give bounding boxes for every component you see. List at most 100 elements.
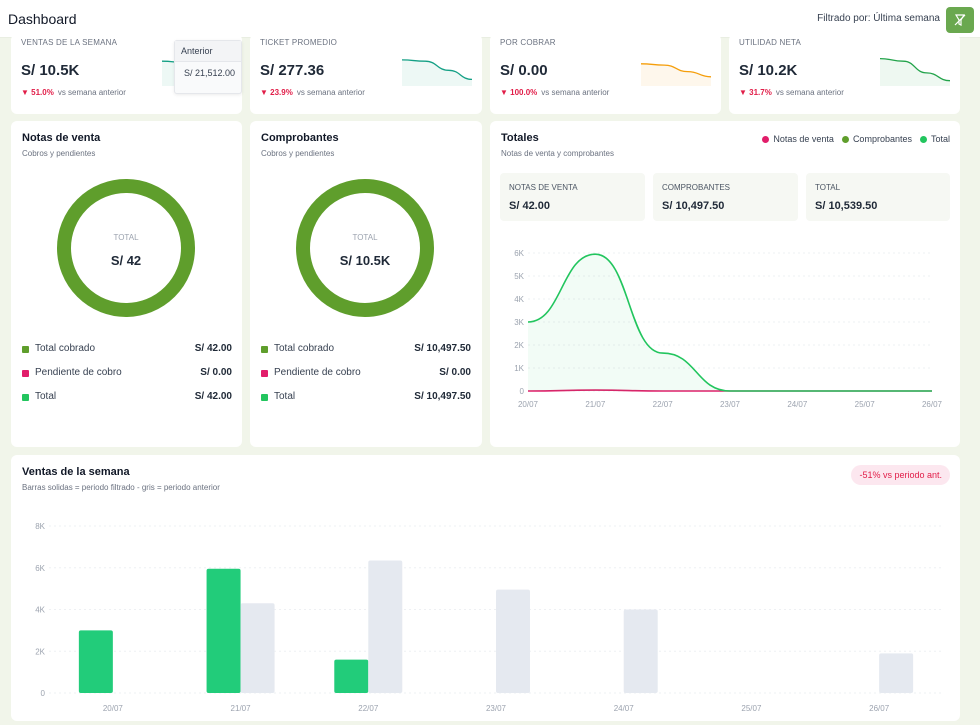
legend-amount: S/ 10,497.50 bbox=[414, 343, 471, 354]
card-subtitle: Notas de venta y comprobantes bbox=[501, 149, 614, 158]
legend-label: Total bbox=[35, 391, 57, 402]
bar-previous[interactable] bbox=[368, 560, 403, 693]
legend-dot bbox=[762, 135, 770, 143]
stat-label: TOTAL bbox=[815, 183, 841, 192]
bar-previous[interactable] bbox=[623, 609, 658, 694]
legend-row: Pendiente de cobro S/ 0.00 bbox=[22, 367, 232, 381]
bar-previous[interactable] bbox=[240, 603, 275, 693]
card-subtitle: Cobros y pendientes bbox=[261, 149, 335, 158]
bar-current[interactable] bbox=[334, 659, 369, 693]
legend-amount: S/ 0.00 bbox=[439, 367, 471, 378]
card-title: Notas de venta bbox=[22, 132, 101, 144]
bar-previous[interactable] bbox=[879, 653, 914, 693]
y-tick-label: 0 bbox=[41, 689, 46, 698]
legend-swatch bbox=[22, 370, 29, 377]
kpi-change: ▼ 51.0% vs semana anterior bbox=[21, 88, 126, 97]
filter-off-icon bbox=[954, 14, 966, 26]
filter-label: Filtrado por: Última semana bbox=[817, 13, 940, 24]
kpi-value: S/ 0.00 bbox=[500, 62, 548, 79]
y-tick-label: 6K bbox=[35, 564, 45, 573]
x-tick-label: 26/07 bbox=[869, 704, 890, 713]
chart-tooltip: Anterior S/ 21,512.00 bbox=[174, 40, 242, 94]
stat-value: S/ 10,539.50 bbox=[815, 200, 878, 212]
x-tick-label: 22/07 bbox=[653, 400, 674, 409]
y-tick-label: 4K bbox=[514, 295, 524, 304]
x-tick-label: 20/07 bbox=[518, 400, 539, 409]
notas-card: Notas de venta Cobros y pendientes TOTAL… bbox=[11, 121, 242, 447]
stat-box-notas: NOTAS DE VENTA S/ 42.00 bbox=[500, 173, 645, 221]
legend-label: Pendiente de cobro bbox=[274, 367, 361, 378]
y-tick-label: 6K bbox=[514, 249, 524, 258]
x-tick-label: 25/07 bbox=[855, 400, 876, 409]
y-tick-label: 0 bbox=[520, 387, 525, 396]
donut-center-label: TOTAL bbox=[113, 233, 139, 242]
legend-swatch bbox=[22, 346, 29, 353]
y-tick-label: 2K bbox=[35, 647, 45, 656]
sparkline-area bbox=[402, 59, 472, 86]
kpi-value: S/ 10.2K bbox=[739, 62, 798, 79]
stat-box-total: TOTAL S/ 10,539.50 bbox=[806, 173, 950, 221]
legend-row: Total S/ 10,497.50 bbox=[261, 391, 471, 405]
legend-label: Total cobrado bbox=[274, 343, 335, 354]
donut-chart bbox=[57, 179, 195, 317]
kpi-label: UTILIDAD NETA bbox=[739, 38, 802, 47]
ventas-bar-chart: 0 2K 4K 6K 8K 20/07 21/07 22/07 23/07 24/07 25/07 2… bbox=[35, 522, 943, 713]
kpi-sparkline bbox=[880, 57, 950, 86]
donut-center-value: S/ 10.5K bbox=[339, 253, 391, 268]
tooltip-value: S/ 21,512.00 bbox=[183, 68, 235, 78]
kpi-change: ▼ 23.9% vs semana anterior bbox=[260, 88, 365, 97]
kpi-sparkline bbox=[641, 63, 711, 86]
stat-value: S/ 42.00 bbox=[509, 200, 550, 212]
page-title: Dashboard bbox=[8, 11, 77, 27]
legend-item[interactable]: Notas de venta bbox=[762, 134, 834, 144]
y-tick-label: 3K bbox=[514, 318, 524, 327]
kpi-card-ticket: TICKET PROMEDIO S/ 277.36 ▼ 23.9% vs sema… bbox=[250, 34, 482, 114]
x-tick-label: 26/07 bbox=[922, 400, 943, 409]
legend-swatch bbox=[261, 370, 268, 377]
legend-amount: S/ 42.00 bbox=[194, 391, 232, 402]
kpi-card-por-cobrar: POR COBRAR S/ 0.00 ▼ 100.0% vs semana ant… bbox=[490, 34, 721, 114]
card-title: Comprobantes bbox=[261, 132, 339, 144]
stat-label: COMPROBANTES bbox=[662, 183, 731, 192]
donut-chart bbox=[296, 179, 434, 317]
kpi-label: TICKET PROMEDIO bbox=[260, 38, 338, 47]
kpi-label: VENTAS DE LA SEMANA bbox=[21, 38, 118, 47]
totales-line-chart: 0 1K 2K 3K 4K 5K 6K 20/07 21/07 22/07 23/07 24/07 25… bbox=[514, 249, 943, 409]
kpi-value: S/ 10.5K bbox=[21, 62, 80, 79]
kpi-change-text: vs semana anterior bbox=[57, 88, 126, 97]
legend-label: Comprobantes bbox=[852, 134, 912, 144]
x-tick-label: 20/07 bbox=[103, 704, 124, 713]
x-tick-label: 22/07 bbox=[358, 704, 379, 713]
bar-current[interactable] bbox=[78, 630, 113, 693]
tooltip-title: Anterior bbox=[175, 41, 241, 62]
comprobantes-card: Comprobantes Cobros y pendientes TOTAL S… bbox=[250, 121, 482, 447]
legend-label: Total bbox=[930, 134, 950, 144]
comparison-badge: -51% vs periodo ant. bbox=[851, 465, 950, 485]
sparkline-area bbox=[880, 58, 950, 86]
legend-item[interactable]: Comprobantes bbox=[841, 134, 912, 144]
x-tick-label: 23/07 bbox=[720, 400, 741, 409]
y-tick-label: 2K bbox=[514, 341, 524, 350]
stat-value: S/ 10,497.50 bbox=[662, 200, 725, 212]
legend-item[interactable]: Total bbox=[919, 134, 950, 144]
kpi-label: POR COBRAR bbox=[500, 38, 556, 47]
legend-dot bbox=[841, 135, 849, 143]
kpi-change-pct: ▼ 23.9% bbox=[260, 88, 293, 97]
stat-box-comprobantes: COMPROBANTES S/ 10,497.50 bbox=[653, 173, 798, 221]
sparkline-line bbox=[402, 59, 472, 81]
top-bar: Dashboard Filtrado por: Última semana bbox=[0, 0, 980, 38]
kpi-change-text: vs semana anterior bbox=[541, 88, 610, 97]
bar-previous[interactable] bbox=[496, 589, 530, 693]
legend-row: Pendiente de cobro S/ 0.00 bbox=[261, 367, 471, 381]
card-title: Totales bbox=[501, 132, 539, 144]
legend-amount: S/ 0.00 bbox=[200, 367, 232, 378]
legend-row: Total cobrado S/ 10,497.50 bbox=[261, 343, 471, 357]
y-tick-label: 8K bbox=[35, 522, 45, 531]
x-tick-label: 21/07 bbox=[585, 400, 606, 409]
card-subtitle: Cobros y pendientes bbox=[22, 149, 96, 158]
bar-current[interactable] bbox=[206, 568, 241, 693]
sparkline-line bbox=[641, 63, 711, 78]
legend-label: Notas de venta bbox=[773, 134, 834, 144]
x-tick-label: 21/07 bbox=[231, 704, 252, 713]
filter-button[interactable] bbox=[946, 7, 974, 33]
